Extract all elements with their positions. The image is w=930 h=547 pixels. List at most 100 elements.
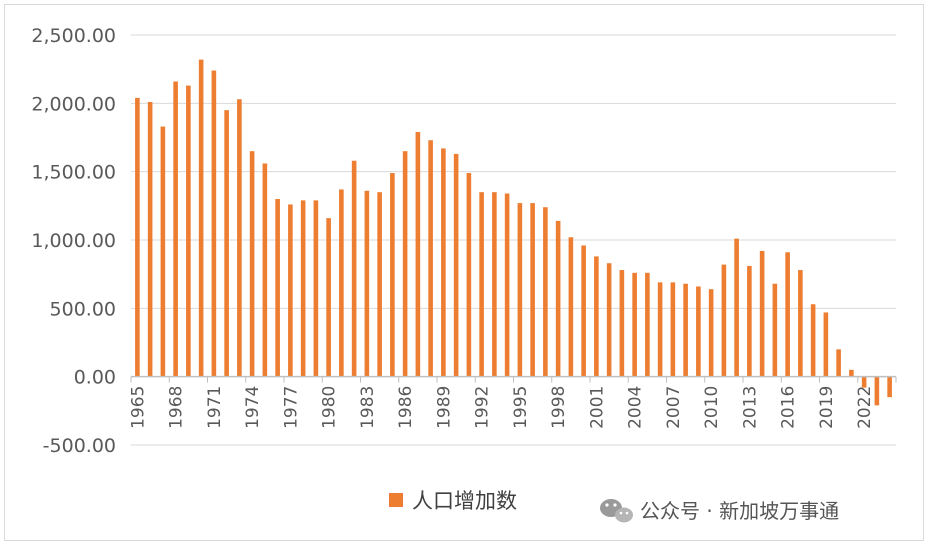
bar: [747, 265, 752, 377]
bar: [785, 252, 790, 377]
bar: [453, 153, 459, 377]
bar: [543, 207, 548, 377]
bar: [657, 282, 663, 377]
bar: [224, 110, 229, 377]
bar: [237, 99, 242, 377]
bar: [696, 286, 701, 377]
bar: [211, 70, 217, 377]
bar: [492, 192, 497, 377]
y-tick-label: 2,000.00: [31, 93, 116, 115]
watermark: 公众号 · 新加坡万事通: [600, 499, 839, 523]
bar: [759, 250, 765, 377]
bar: [823, 312, 829, 377]
bar: [836, 349, 841, 377]
x-tick-label: 1974: [243, 386, 263, 429]
y-tick-label: 1,500.00: [31, 162, 116, 184]
x-tick-label: 1977: [281, 386, 301, 429]
x-tick-label: 1986: [396, 386, 416, 429]
bar: [415, 132, 421, 377]
bar: [670, 282, 676, 377]
y-tick-label: 2,500.00: [31, 25, 116, 47]
bar: [364, 190, 370, 377]
bars: [135, 59, 892, 406]
gridlines: [131, 34, 896, 446]
x-tick-label: 2019: [817, 386, 837, 429]
x-tick-label: 2007: [664, 386, 684, 429]
bar: [402, 151, 408, 377]
bar: [645, 272, 650, 377]
x-axis-ticks: 1965 1968 1971 1974 1977 1980 1983 1986 1989 1992…: [128, 386, 875, 429]
x-tick-label: 2010: [702, 386, 722, 429]
bar: [708, 289, 714, 377]
bar: [530, 203, 535, 377]
legend-swatch: [389, 493, 403, 507]
chart-frame: [4, 4, 924, 541]
bar: [849, 369, 854, 377]
bar: [249, 151, 255, 377]
bar: [568, 237, 574, 377]
bar: [619, 270, 625, 377]
x-tick-label: 1992: [473, 386, 493, 429]
legend-label: 人口增加数: [412, 489, 517, 513]
bar: [721, 264, 727, 377]
bar: [632, 272, 637, 377]
x-tick-label: 1965: [128, 386, 148, 429]
x-tick-label: 1983: [358, 386, 378, 429]
y-tick-label: -500.00: [43, 435, 116, 457]
bar: [390, 173, 395, 377]
bar: [798, 270, 803, 377]
x-axis: [130, 375, 897, 383]
x-tick-label: 2001: [587, 386, 607, 429]
bar: [441, 148, 446, 377]
x-tick-label: 2016: [779, 386, 799, 429]
bar: [772, 283, 778, 377]
watermark-text: 公众号 · 新加坡万事通: [640, 499, 839, 523]
bar: [275, 199, 280, 377]
bar: [262, 163, 268, 377]
y-tick-label: 0.00: [74, 367, 116, 389]
bar: [504, 193, 510, 377]
bar: [810, 304, 816, 377]
x-tick-label: 1995: [511, 386, 531, 429]
bar: [339, 189, 344, 377]
x-tick-label: 2022: [855, 386, 875, 429]
bar: [466, 173, 472, 377]
bar: [874, 376, 880, 406]
bar: [594, 256, 599, 377]
wechat-icon: [600, 499, 633, 523]
bar: [351, 160, 357, 377]
x-tick-label: 2004: [626, 386, 646, 429]
bar: [377, 192, 382, 377]
bar: [581, 245, 586, 377]
bar: [135, 97, 140, 377]
y-tick-label: 500.00: [50, 298, 116, 320]
bar: [683, 283, 688, 377]
bar: [160, 126, 166, 377]
bar: [147, 101, 153, 377]
x-tick-label: 1989: [434, 386, 454, 429]
bar: [479, 192, 484, 377]
bar: [517, 203, 523, 377]
legend: 人口增加数: [389, 489, 517, 513]
bar: [173, 81, 178, 377]
bar: [288, 204, 293, 377]
bar: [555, 220, 561, 377]
bar: [198, 59, 204, 377]
x-tick-label: 1971: [205, 386, 225, 429]
bar: [734, 238, 739, 377]
bar: [326, 218, 331, 377]
bar: [313, 200, 319, 377]
x-tick-label: 2013: [740, 386, 760, 429]
y-tick-label: 1,000.00: [31, 230, 116, 252]
bar: [428, 140, 433, 377]
x-tick-label: 1980: [320, 386, 340, 429]
bar: [887, 376, 892, 398]
y-axis-ticks: -500.00 0.00 500.00 1,000.00 1,500.00 2,000.0…: [31, 25, 116, 457]
bar: [300, 200, 306, 377]
x-tick-label: 1998: [549, 386, 569, 429]
bar: [606, 263, 612, 377]
bar: [186, 85, 191, 377]
bar: [861, 376, 867, 388]
x-tick-label: 1968: [167, 386, 187, 429]
